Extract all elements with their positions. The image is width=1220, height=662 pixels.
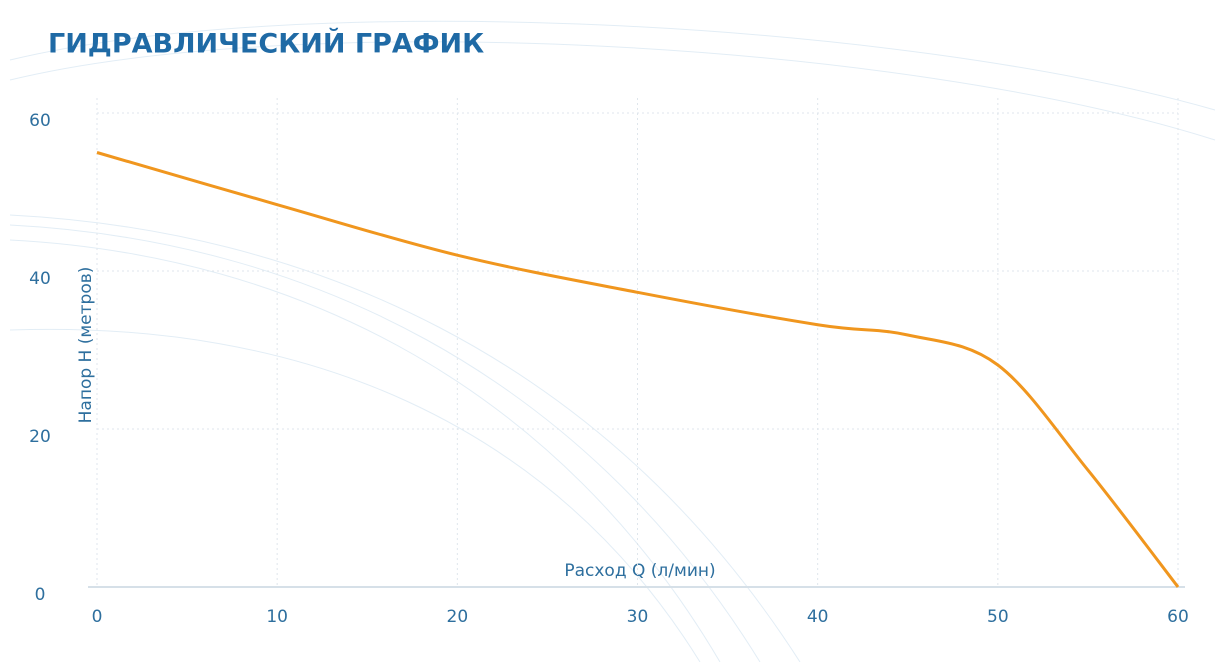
series-line [96,151,1180,588]
x-tick-label: 0 [92,607,103,627]
x-tick-label: 60 [1167,607,1189,627]
y-axis-label: Напор Н (метров) [76,267,96,424]
x-tick-label: 10 [266,607,288,627]
y-tick-label: 60 [29,111,51,131]
x-tick-label: 30 [627,607,649,627]
y-tick-label: 40 [29,269,51,289]
x-tick-label: 20 [447,607,469,627]
y-tick-label: 0 [35,585,46,605]
background-waves [9,20,1216,662]
chart-title: ГИДРАВЛИЧЕСКИЙ ГРАФИК [48,28,484,60]
x-tick-label: 50 [987,607,1009,627]
x-tick-label: 40 [807,607,829,627]
x-axis-label: Расход Q (л/мин) [564,561,715,581]
y-tick-label: 20 [29,427,51,447]
